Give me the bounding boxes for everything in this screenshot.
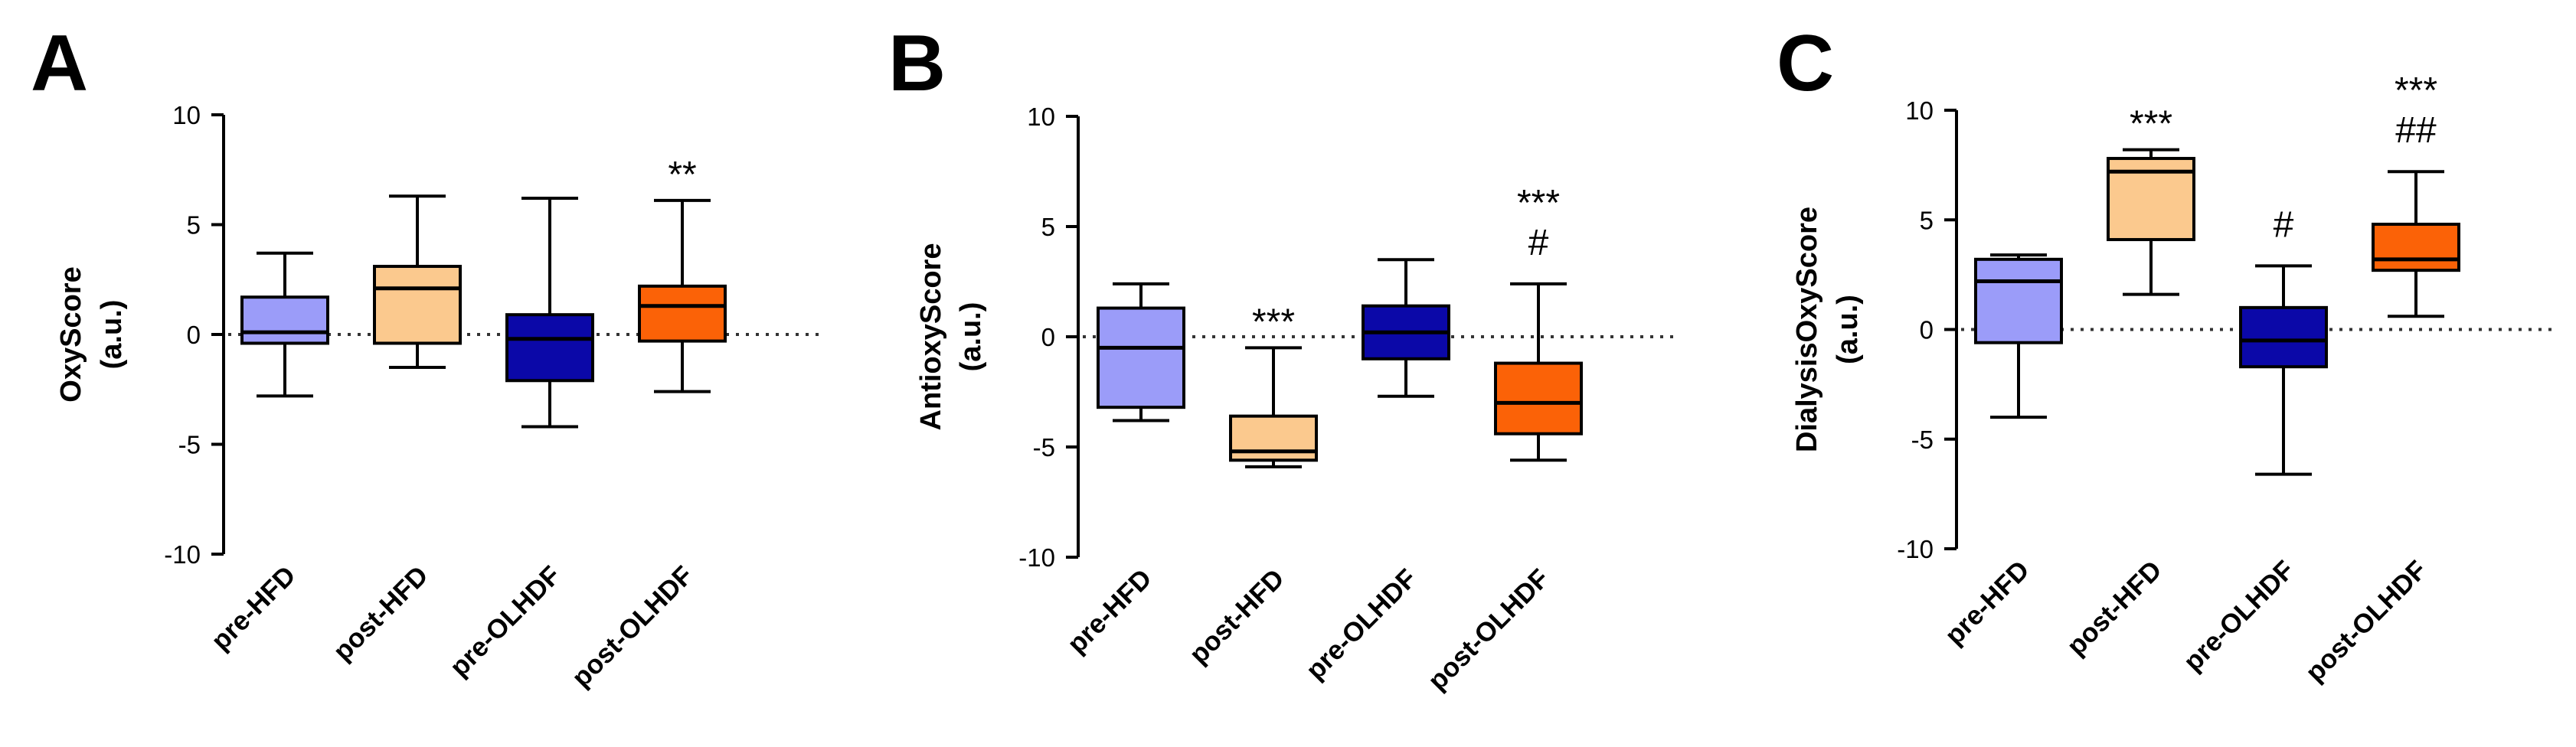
y-axis-label: AntioxyScore [915,243,947,431]
iqr-box [2239,305,2328,369]
y-tick-label: 5 [1041,213,1055,241]
panel-letter: A [31,19,88,108]
y-tick-label: 0 [1041,323,1055,351]
y-axis-label: (a.u.) [955,302,987,372]
significance-marker: *** [2395,70,2437,111]
y-axis-label: (a.u.) [96,300,128,370]
significance-marker: *** [1517,183,1560,223]
iqr-box [1097,306,1185,409]
panel-letter: B [888,19,946,108]
significance-marker: # [1528,223,1549,263]
significance-marker: ** [668,155,696,195]
y-tick-label: 5 [1920,206,1934,234]
y-tick-label: -10 [1897,535,1934,563]
significance-marker: *** [2130,104,2172,145]
y-tick-label: 10 [1905,96,1934,125]
iqr-box [373,265,462,345]
y-tick-label: 10 [172,101,201,129]
y-axis-label: DialysisOxyScore [1791,207,1823,452]
significance-marker: # [2274,204,2294,245]
y-tick-label: 0 [187,321,201,349]
iqr-box [2372,222,2460,272]
y-tick-label: -10 [1018,543,1055,572]
y-tick-label: 5 [187,211,201,240]
y-tick-label: -5 [1911,426,1934,454]
y-tick-label: -5 [178,431,201,459]
iqr-box [638,284,727,343]
y-axis-label: (a.u.) [1832,295,1864,364]
y-tick-label: -5 [1033,433,1055,462]
iqr-box [1229,414,1318,462]
iqr-box [1494,361,1583,435]
significance-marker: *** [1252,302,1295,342]
panel-letter: C [1777,19,1834,108]
y-axis-label: OxyScore [55,266,87,402]
y-tick-label: -10 [164,540,201,569]
significance-marker: ## [2395,110,2437,151]
iqr-box [505,313,594,383]
y-tick-label: 0 [1920,316,1934,344]
iqr-box [1974,257,2063,344]
iqr-box [240,295,329,345]
y-tick-label: 10 [1027,103,1055,131]
